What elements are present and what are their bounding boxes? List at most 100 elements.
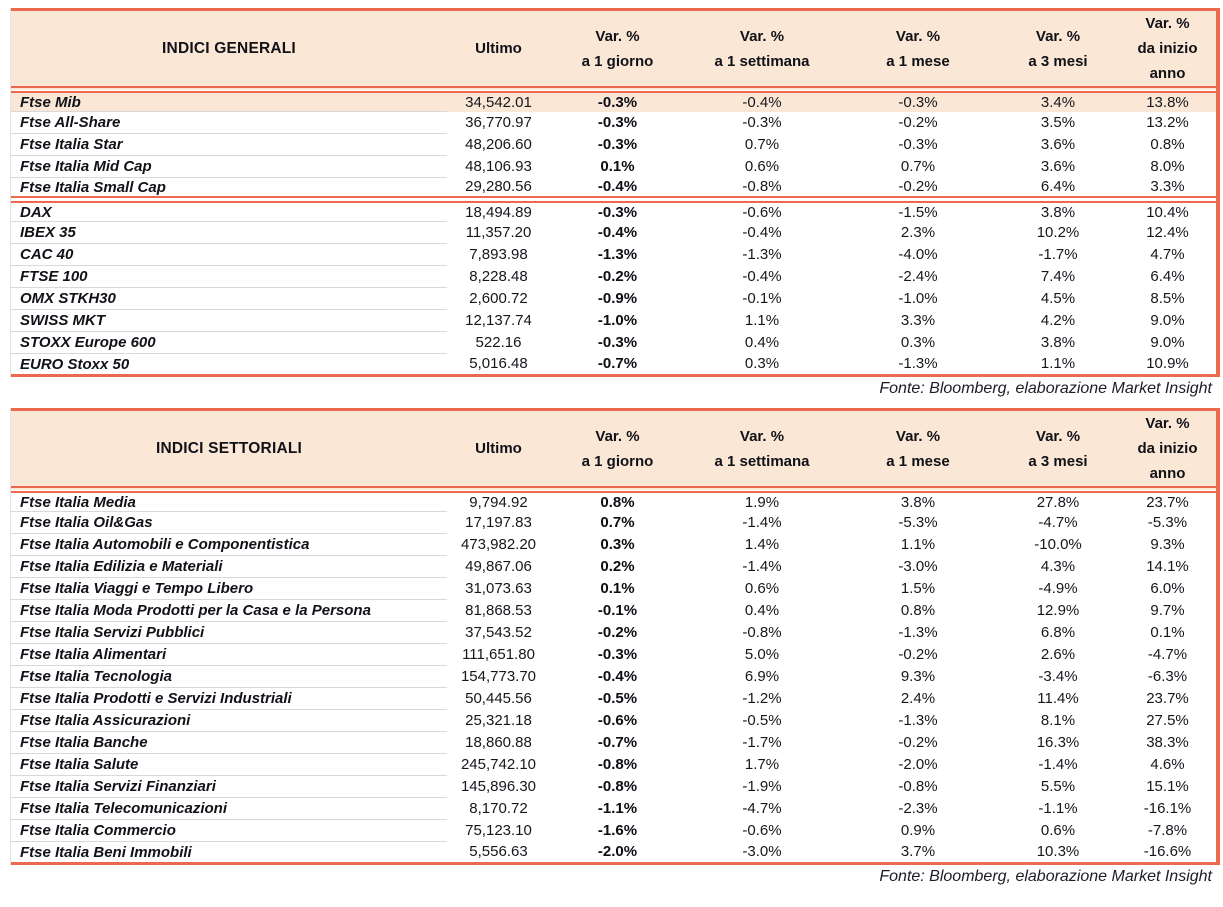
- var-1-month-cell: 2.4%: [900, 690, 936, 707]
- col-header-ultimo: Ultimo: [447, 409, 550, 493]
- var-sublabel: da inizio anno: [1137, 40, 1198, 82]
- table-row: Ftse Italia Servizi Finanziari 145,896.30…: [11, 775, 1216, 798]
- var-ytd-cell: 9.0%: [1150, 312, 1185, 329]
- var-1-month-cell: 3.3%: [900, 312, 936, 329]
- index-name-cell: Ftse Italia Prodotti e Servizi Industria…: [11, 687, 447, 710]
- index-name-cell: Ftse Italia Servizi Finanziari: [11, 775, 447, 798]
- var-1-week-cell: -0.4%: [742, 268, 782, 285]
- last-value-cell: 37,543.52: [465, 624, 532, 641]
- var-3-month-cell: 2.6%: [1040, 646, 1076, 663]
- table-row: Ftse Italia Viaggi e Tempo Libero 31,073.…: [11, 577, 1216, 600]
- var-3-month-cell: 8.1%: [1040, 712, 1076, 729]
- var-1-week-cell: -1.4%: [742, 514, 782, 531]
- var-1-month-cell: -4.0%: [898, 246, 938, 263]
- index-name-cell: Ftse Italia Tecnologia: [11, 665, 447, 688]
- last-value-cell: 34,542.01: [447, 89, 550, 112]
- var-1-day-cell: -0.8%: [597, 778, 638, 795]
- var-1-week-cell: -1.9%: [742, 778, 782, 795]
- var-1-day-cell: -0.3%: [597, 646, 638, 663]
- var-1-month-cell: 3.7%: [839, 841, 997, 865]
- var-ytd-cell: 4.6%: [1150, 756, 1185, 773]
- last-value-cell: 2,600.72: [469, 290, 528, 307]
- last-value-cell: 154,773.70: [460, 668, 537, 685]
- var-1-day-cell: -0.3%: [550, 89, 685, 112]
- var-sublabel: a 3 mesi: [1028, 452, 1088, 470]
- last-value-cell: 48,106.93: [465, 158, 532, 175]
- col-header-var-1-giorno: Var. % a 1 giorno: [550, 9, 685, 93]
- last-value-cell: 18,494.89: [465, 203, 532, 221]
- var-ytd-cell: 9.0%: [1150, 334, 1185, 351]
- table-title: INDICI SETTORIALI: [11, 409, 447, 493]
- table-row: Ftse Italia Edilizia e Materiali 49,867.0…: [11, 555, 1216, 578]
- index-name-cell: CAC 40: [11, 243, 447, 266]
- table-row: Ftse Italia Alimentari 111,651.80 -0.3% 5.0…: [11, 643, 1216, 666]
- var-1-month-cell: -1.5%: [898, 203, 938, 221]
- index-name-cell: Ftse Italia Telecomunicazioni: [11, 797, 447, 820]
- table-row: OMX STKH30 2,600.72 -0.9% -0.1% -1.0% 4.5% 8.5…: [11, 287, 1216, 310]
- table-row: Ftse Italia Star 48,206.60 -0.3% 0.7% -0.3% 3…: [11, 133, 1216, 156]
- var-1-day-cell: -0.9%: [597, 290, 638, 307]
- var-1-day-cell: 0.3%: [600, 536, 635, 553]
- index-name-cell: Ftse Italia Automobili e Componentistica: [11, 533, 447, 556]
- last-value-cell: 12,137.74: [465, 312, 532, 329]
- var-1-day-cell: -1.0%: [597, 312, 638, 329]
- var-1-day-cell: -0.3%: [597, 334, 638, 351]
- last-value-cell: 48,206.60: [465, 136, 532, 153]
- var-1-day-cell: 0.2%: [600, 558, 635, 575]
- var-3-month-cell: 3.4%: [997, 89, 1119, 112]
- table-row: DAX 18,494.89 -0.3% -0.6% -1.5% 3.8% 10.4%: [11, 199, 1216, 222]
- last-value-cell: 18,860.88: [465, 734, 532, 751]
- var-1-day-cell: -0.3%: [597, 114, 638, 131]
- var-1-week-cell: -3.0%: [685, 841, 839, 865]
- var-1-month-cell: -0.2%: [898, 734, 938, 751]
- var-ytd-cell: -6.3%: [1147, 668, 1188, 685]
- var-1-day-cell: -1.3%: [597, 246, 638, 263]
- col-header-var-inizio-anno: Var. % da inizio anno: [1119, 409, 1216, 493]
- var-1-day-cell: -0.3%: [597, 203, 638, 221]
- col-header-var-3-mesi: Var. % a 3 mesi: [997, 9, 1119, 93]
- var-sublabel: a 1 mese: [886, 52, 950, 70]
- var-ytd-cell: 8.5%: [1150, 290, 1185, 307]
- last-value-cell: 49,867.06: [465, 558, 532, 575]
- col-header-var-1-settimana: Var. % a 1 settimana: [685, 9, 839, 93]
- index-name-cell: Ftse Italia Commercio: [11, 819, 447, 842]
- var-ytd-cell: 14.1%: [1146, 558, 1189, 575]
- last-value-cell: 81,868.53: [465, 602, 532, 619]
- var-3-month-cell: 4.5%: [1040, 290, 1076, 307]
- index-name-cell: Ftse Italia Banche: [11, 731, 447, 754]
- var-3-month-cell: -1.4%: [1038, 756, 1078, 773]
- var-label: Var. %: [739, 427, 785, 445]
- var-1-month-cell: -2.3%: [898, 800, 938, 817]
- index-name-cell: Ftse Italia Beni Immobili: [11, 841, 447, 865]
- index-name-cell: FTSE 100: [11, 265, 447, 288]
- table-row: Ftse Italia Banche 18,860.88 -0.7% -1.7% -0.…: [11, 731, 1216, 754]
- var-3-month-cell: 11.4%: [1037, 690, 1079, 707]
- index-name-cell: Ftse Mib: [11, 89, 447, 112]
- table-row: CAC 40 7,893.98 -1.3% -1.3% -4.0% -1.7% 4.7%: [11, 243, 1216, 266]
- var-1-week-cell: -0.6%: [742, 822, 782, 839]
- last-value-cell: 25,321.18: [465, 712, 532, 729]
- index-name-cell: Ftse Italia Servizi Pubblici: [11, 621, 447, 644]
- var-ytd-cell: 23.7%: [1146, 493, 1189, 511]
- index-name-cell: Ftse Italia Star: [11, 133, 447, 156]
- table-row: Ftse Italia Servizi Pubblici 37,543.52 -0.…: [11, 621, 1216, 644]
- index-name-cell: Ftse Italia Viaggi e Tempo Libero: [11, 577, 447, 600]
- var-3-month-cell: -1.7%: [1038, 246, 1078, 263]
- var-ytd-cell: 13.8%: [1119, 89, 1216, 112]
- var-3-month-cell: 3.6%: [1040, 158, 1076, 175]
- table-row: Ftse Italia Media 9,794.92 0.8% 1.9% 3.8% 27.…: [11, 489, 1216, 512]
- table-row: Ftse Italia Assicurazioni 25,321.18 -0.6% -…: [11, 709, 1216, 732]
- var-1-week-cell: -1.2%: [742, 690, 782, 707]
- var-label: Var. %: [1035, 427, 1081, 445]
- index-name-cell: IBEX 35: [11, 221, 447, 244]
- table-row: Ftse Italia Tecnologia 154,773.70 -0.4% 6.9…: [11, 665, 1216, 688]
- last-value-cell: 75,123.10: [465, 822, 532, 839]
- var-1-month-cell: -0.3%: [898, 136, 938, 153]
- var-ytd-cell: -16.6%: [1119, 841, 1216, 865]
- var-1-month-cell: 0.9%: [900, 822, 936, 839]
- last-value-cell: 7,893.98: [469, 246, 528, 263]
- last-value-cell: 245,742.10: [460, 756, 537, 773]
- var-1-week-cell: -1.3%: [742, 246, 782, 263]
- var-1-day-cell: 0.8%: [600, 493, 635, 511]
- var-ytd-cell: 23.7%: [1146, 690, 1189, 707]
